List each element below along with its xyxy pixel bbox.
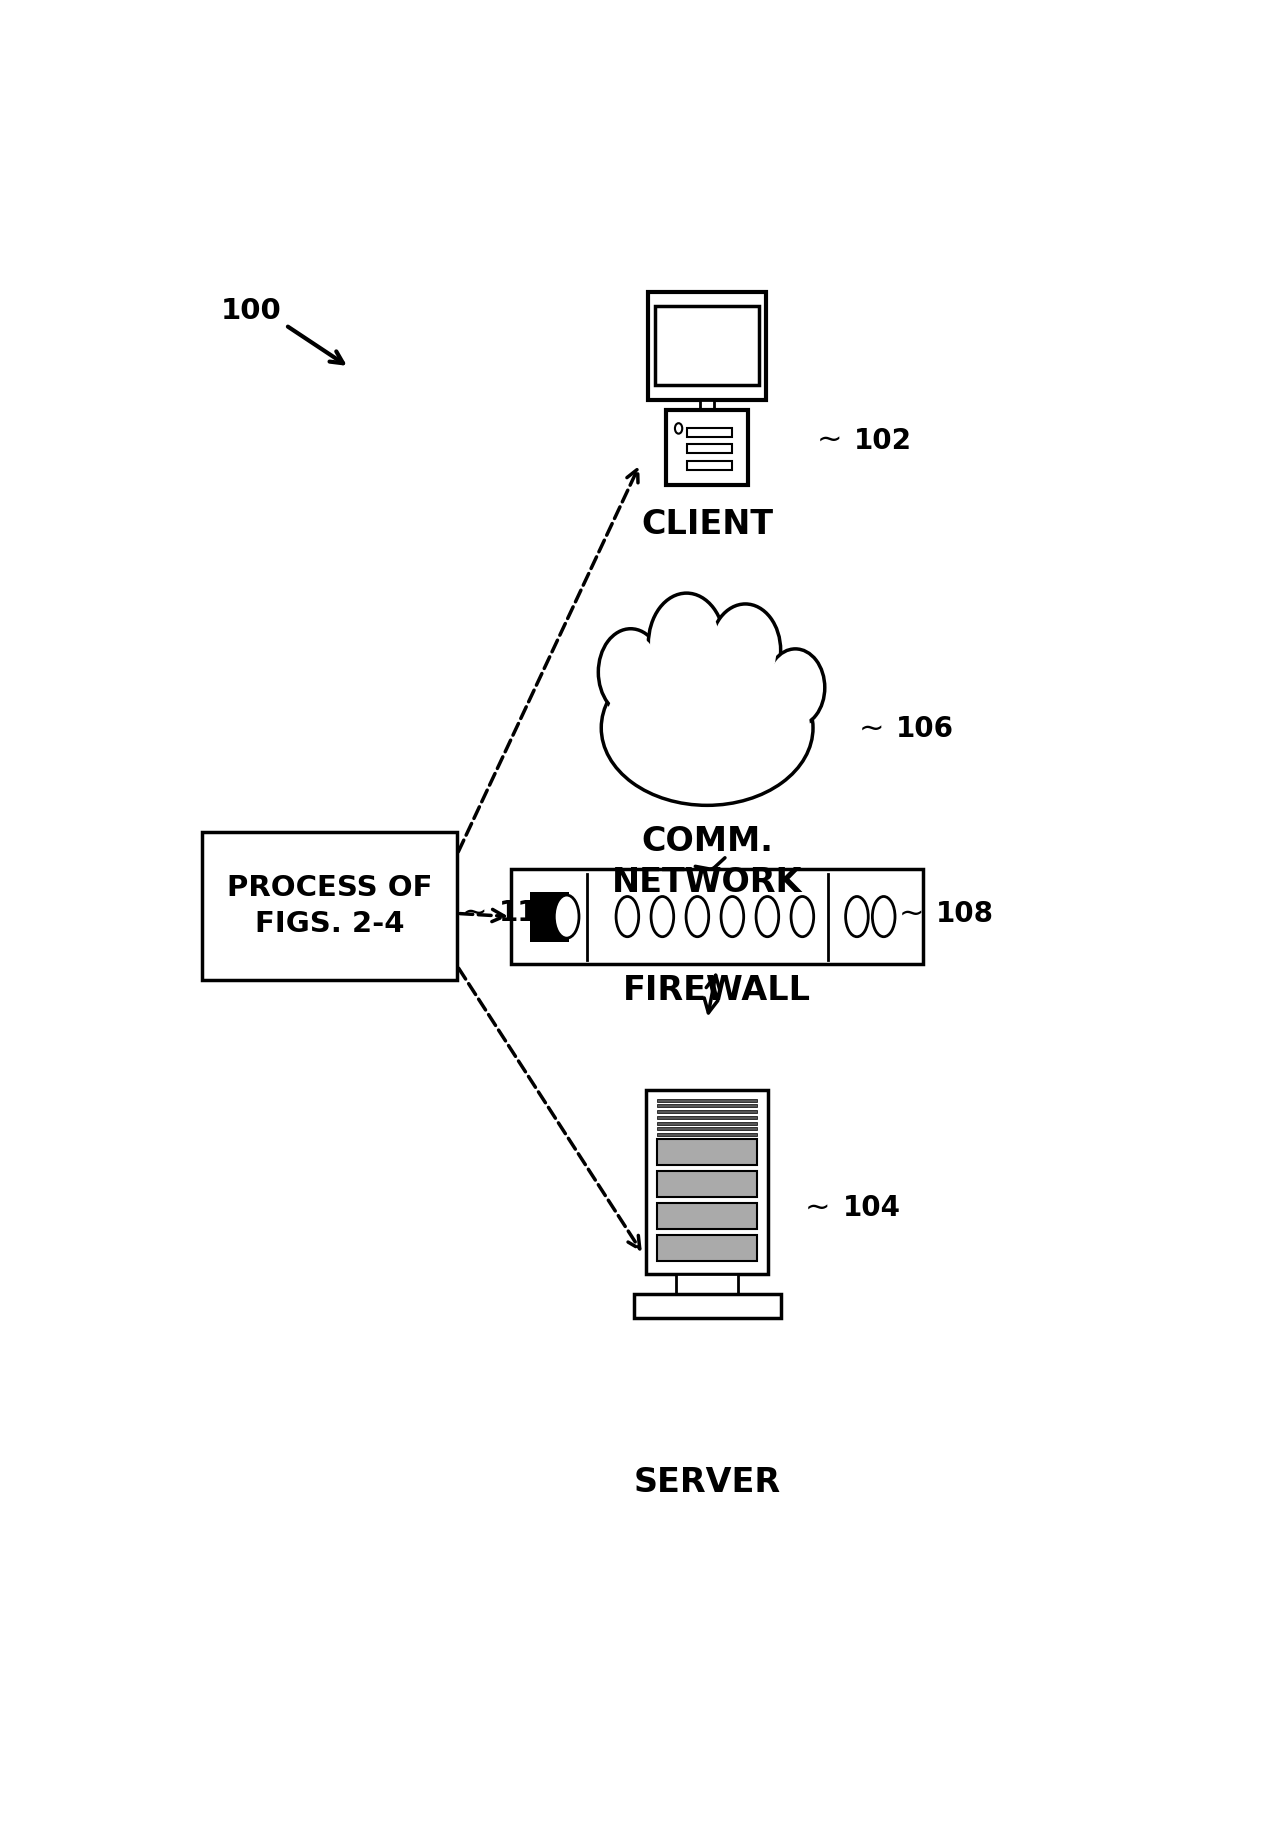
- Ellipse shape: [791, 896, 813, 936]
- Bar: [667, 410, 748, 485]
- Bar: [657, 1121, 758, 1125]
- Ellipse shape: [601, 651, 813, 805]
- Text: CLIENT: CLIENT: [641, 508, 773, 541]
- Text: 104: 104: [842, 1194, 901, 1222]
- Ellipse shape: [721, 896, 744, 936]
- Bar: [657, 1105, 758, 1107]
- Bar: [634, 1295, 781, 1319]
- Bar: [530, 893, 569, 942]
- Ellipse shape: [605, 655, 810, 801]
- Bar: [677, 1273, 737, 1295]
- Text: 106: 106: [897, 715, 954, 743]
- Ellipse shape: [873, 896, 896, 936]
- Bar: [657, 1139, 758, 1165]
- Ellipse shape: [765, 649, 825, 726]
- Bar: [687, 444, 731, 454]
- Ellipse shape: [653, 600, 720, 690]
- Bar: [700, 401, 715, 413]
- Text: 108: 108: [936, 900, 993, 927]
- Ellipse shape: [651, 896, 674, 936]
- Bar: [687, 428, 731, 437]
- Bar: [657, 1203, 758, 1229]
- Bar: [657, 1127, 758, 1130]
- Bar: [657, 1171, 758, 1196]
- Bar: [687, 461, 731, 470]
- Bar: [657, 1110, 758, 1114]
- Text: ~: ~: [805, 1194, 831, 1222]
- Ellipse shape: [554, 894, 579, 938]
- Ellipse shape: [598, 629, 663, 715]
- Text: SERVER: SERVER: [634, 1465, 781, 1498]
- Ellipse shape: [648, 593, 725, 695]
- Bar: [657, 1235, 758, 1260]
- Text: ~: ~: [817, 426, 842, 455]
- Bar: [657, 1099, 758, 1101]
- Ellipse shape: [845, 896, 868, 936]
- Bar: [511, 869, 923, 964]
- Bar: [657, 1134, 758, 1136]
- Ellipse shape: [602, 635, 659, 710]
- Bar: [648, 291, 765, 401]
- Text: 102: 102: [854, 426, 912, 455]
- Ellipse shape: [769, 653, 821, 722]
- Ellipse shape: [756, 896, 779, 936]
- Text: ~: ~: [859, 715, 884, 744]
- Text: ~: ~: [462, 898, 487, 927]
- Circle shape: [676, 422, 682, 433]
- Bar: [657, 1116, 758, 1119]
- Ellipse shape: [710, 604, 781, 697]
- Text: FIREWALL: FIREWALL: [622, 975, 811, 1008]
- Text: PROCESS OF
FIGS. 2-4: PROCESS OF FIGS. 2-4: [226, 874, 433, 938]
- Ellipse shape: [715, 609, 777, 691]
- Bar: [646, 1090, 768, 1273]
- Bar: [202, 832, 457, 980]
- Bar: [655, 307, 759, 386]
- Text: COMM.
NETWORK: COMM. NETWORK: [612, 825, 802, 898]
- Ellipse shape: [616, 896, 639, 936]
- Text: 100: 100: [221, 296, 282, 326]
- Text: 110: 110: [500, 900, 557, 927]
- Ellipse shape: [686, 896, 708, 936]
- Text: ~: ~: [898, 900, 923, 929]
